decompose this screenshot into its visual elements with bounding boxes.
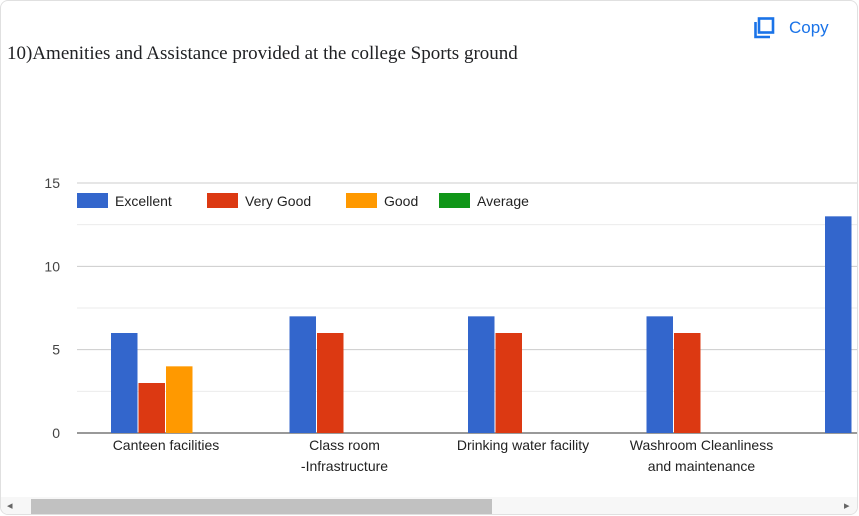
bar-good <box>166 366 193 433</box>
horizontal-scrollbar[interactable]: ◂ ▸ <box>1 497 857 514</box>
bar-very-good <box>138 383 165 433</box>
x-tick-label: Canteen facilities <box>113 437 220 453</box>
bar-excellent <box>289 316 316 433</box>
bar-excellent <box>825 216 852 433</box>
legend-swatch-very-good <box>207 193 238 208</box>
bar-excellent <box>468 316 495 433</box>
x-tick-label: Class room <box>309 437 380 453</box>
legend-label: Very Good <box>245 193 311 209</box>
copy-label: Copy <box>789 18 829 37</box>
bar-excellent <box>646 316 673 433</box>
bar-very-good <box>674 333 701 433</box>
legend-swatch-good <box>346 193 377 208</box>
legend-label: Average <box>477 193 529 209</box>
copy-button[interactable]: Copy <box>753 17 829 39</box>
legend-label: Excellent <box>115 193 172 209</box>
bar-excellent <box>111 333 138 433</box>
scroll-right-arrow-icon[interactable]: ▸ <box>844 500 850 512</box>
scroll-left-arrow-icon[interactable]: ◂ <box>7 500 13 512</box>
copy-icon <box>754 17 775 39</box>
bar-very-good <box>317 333 344 433</box>
x-tick-label: Washroom Cleanliness <box>630 437 773 453</box>
chart-title: 10)Amenities and Assistance provided at … <box>7 43 518 64</box>
y-tick-label: 0 <box>52 425 60 441</box>
scrollbar-thumb[interactable] <box>31 499 492 514</box>
x-tick-label: Drinking water facility <box>457 437 589 453</box>
bar-chart: 0 5 10 15 Canteen facilities Class room -Infra… <box>44 175 857 474</box>
x-tick-label: and maintenance <box>648 458 756 474</box>
y-tick-label: 5 <box>52 342 60 358</box>
legend-swatch-average <box>439 193 470 208</box>
y-tick-label: 10 <box>44 258 60 274</box>
legend-label: Good <box>384 193 418 209</box>
y-tick-label: 15 <box>44 175 60 191</box>
legend-swatch-excellent <box>77 193 108 208</box>
bar-very-good <box>495 333 522 433</box>
x-tick-label: -Infrastructure <box>301 458 388 474</box>
